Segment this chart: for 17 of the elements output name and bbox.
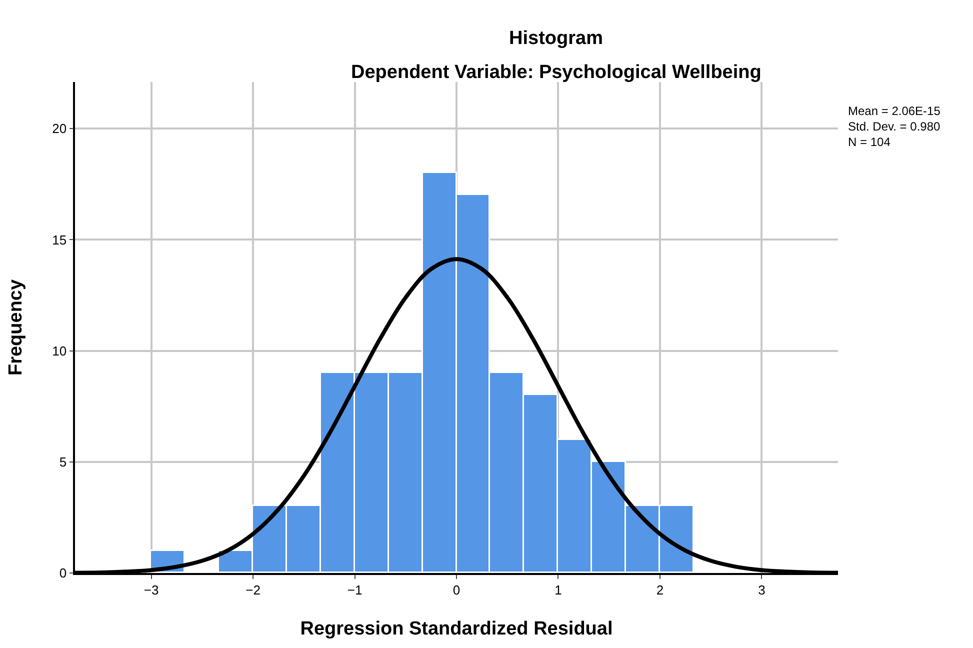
x-axis-title: Regression Standardized Residual (300, 618, 613, 640)
y-tick-label: 5 (59, 454, 67, 470)
chart-subtitle: Dependent Variable: Psychological Wellbeing (351, 62, 762, 83)
x-tick-label: −2 (246, 582, 260, 598)
y-tick-label: 0 (59, 566, 67, 581)
chart-title: Histogram (509, 28, 603, 49)
text: Mean = 2.06E-15 Std. Dev. = 0.980 N = 104 (848, 104, 941, 150)
y-tick-label: 15 (52, 232, 67, 248)
y-tick-label: 20 (52, 121, 67, 136)
x-tick-label: −1 (347, 582, 362, 598)
x-tick-label: −3 (144, 582, 159, 598)
y-tick-label: 10 (52, 343, 67, 358)
x-tick-label: 1 (554, 582, 562, 598)
x-tick-label: 2 (656, 582, 664, 598)
x-tick-label: 0 (452, 582, 460, 598)
y-axis-title: Frequency (6, 279, 27, 376)
x-tick-label: 3 (758, 582, 766, 598)
